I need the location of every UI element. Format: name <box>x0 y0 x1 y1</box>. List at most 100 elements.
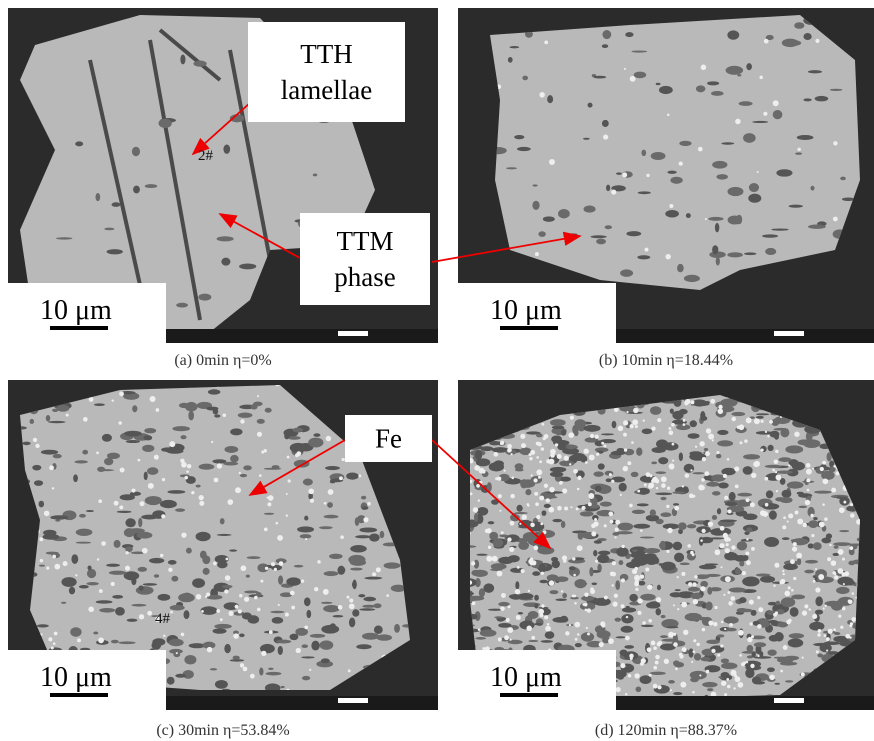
fe-spot <box>833 465 836 468</box>
fe-spot <box>326 436 331 441</box>
fe-spot <box>511 477 514 480</box>
fe-spot <box>142 548 148 554</box>
fe-spot <box>694 575 697 578</box>
fe-spot <box>762 511 768 517</box>
phase-spot <box>184 610 190 619</box>
phase-spot <box>632 510 645 514</box>
fe-spot <box>577 488 580 491</box>
fe-spot <box>211 441 213 443</box>
fe-spot <box>693 650 696 653</box>
fe-spot <box>541 447 544 450</box>
fe-spot <box>286 515 288 517</box>
phase-spot <box>759 651 763 658</box>
phase-spot <box>508 57 513 63</box>
phase-spot <box>743 454 760 459</box>
phase-spot <box>632 550 637 552</box>
phase-spot <box>830 89 842 91</box>
phase-spot <box>222 585 232 588</box>
phase-spot <box>193 61 206 67</box>
phase-spot <box>636 686 642 692</box>
fe-spot <box>796 553 802 559</box>
phase-spot <box>109 571 127 575</box>
phase-spot <box>709 537 725 539</box>
phase-spot <box>272 617 283 624</box>
phase-spot <box>362 605 376 608</box>
fe-spot <box>838 549 844 555</box>
fe-spot <box>584 603 588 607</box>
phase-spot <box>673 542 682 551</box>
fe-spot <box>730 596 735 601</box>
phase-spot <box>358 594 365 597</box>
phase-spot <box>592 582 598 585</box>
phase-spot <box>626 231 641 236</box>
fe-spot <box>604 524 607 527</box>
fe-spot <box>261 651 266 656</box>
phase-spot <box>50 515 68 520</box>
phase-spot <box>821 471 835 480</box>
fe-spot <box>51 647 54 650</box>
fe-spot <box>647 647 652 652</box>
phase-spot <box>601 433 614 435</box>
phase-spot <box>539 580 548 584</box>
phase-spot <box>690 677 699 682</box>
fe-spot <box>787 521 789 523</box>
fe-spot <box>476 484 480 488</box>
fe-spot <box>651 426 655 430</box>
fe-spot <box>610 572 614 576</box>
phase-spot <box>555 576 568 582</box>
fe-spot <box>733 687 735 689</box>
phase-spot <box>662 639 679 642</box>
phase-spot <box>362 633 379 640</box>
phase-spot <box>810 186 814 191</box>
fe-spot <box>557 454 562 459</box>
fe-spot <box>544 484 548 488</box>
fe-spot <box>751 473 756 478</box>
fe-spot <box>507 448 511 452</box>
fe-spot <box>818 629 822 633</box>
phase-spot <box>770 431 780 438</box>
fe-spot <box>226 558 229 561</box>
fe-spot <box>653 684 658 689</box>
fe-spot <box>591 523 596 528</box>
phase-spot <box>836 587 849 594</box>
fe-spot <box>501 593 506 598</box>
fe-spot <box>471 561 475 565</box>
fe-spot <box>603 134 608 139</box>
fe-spot <box>295 453 299 457</box>
phase-spot <box>243 465 252 470</box>
phase-spot <box>612 532 619 536</box>
fe-spot <box>498 637 502 641</box>
phase-spot <box>737 493 752 497</box>
fe-spot <box>535 252 539 256</box>
phase-spot <box>774 657 789 659</box>
fe-spot <box>782 525 786 529</box>
fe-spot <box>685 473 690 478</box>
fe-spot <box>780 670 783 673</box>
fe-spot <box>216 609 220 613</box>
phase-spot <box>32 465 41 471</box>
phase-spot <box>22 442 30 446</box>
phase-spot <box>203 568 210 575</box>
phase-spot <box>743 466 753 475</box>
fe-spot <box>89 397 94 402</box>
fe-spot <box>257 395 259 397</box>
phase-spot <box>688 587 700 592</box>
phase-spot <box>162 449 166 452</box>
phase-spot <box>186 548 192 554</box>
phase-spot <box>727 30 739 39</box>
phase-spot <box>313 173 317 176</box>
phase-spot <box>673 692 682 695</box>
fe-spot <box>806 463 811 468</box>
phase-spot <box>706 482 719 487</box>
fe-spot <box>239 472 241 474</box>
scale-bar <box>500 326 558 330</box>
fe-spot <box>530 523 535 528</box>
fe-spot <box>673 642 678 647</box>
phase-spot <box>215 680 228 689</box>
phase-spot <box>670 177 682 184</box>
phase-spot <box>561 521 565 528</box>
phase-spot <box>489 462 504 471</box>
annotation-text: phase <box>334 262 395 292</box>
fe-spot <box>163 635 165 637</box>
phase-spot <box>337 566 345 575</box>
